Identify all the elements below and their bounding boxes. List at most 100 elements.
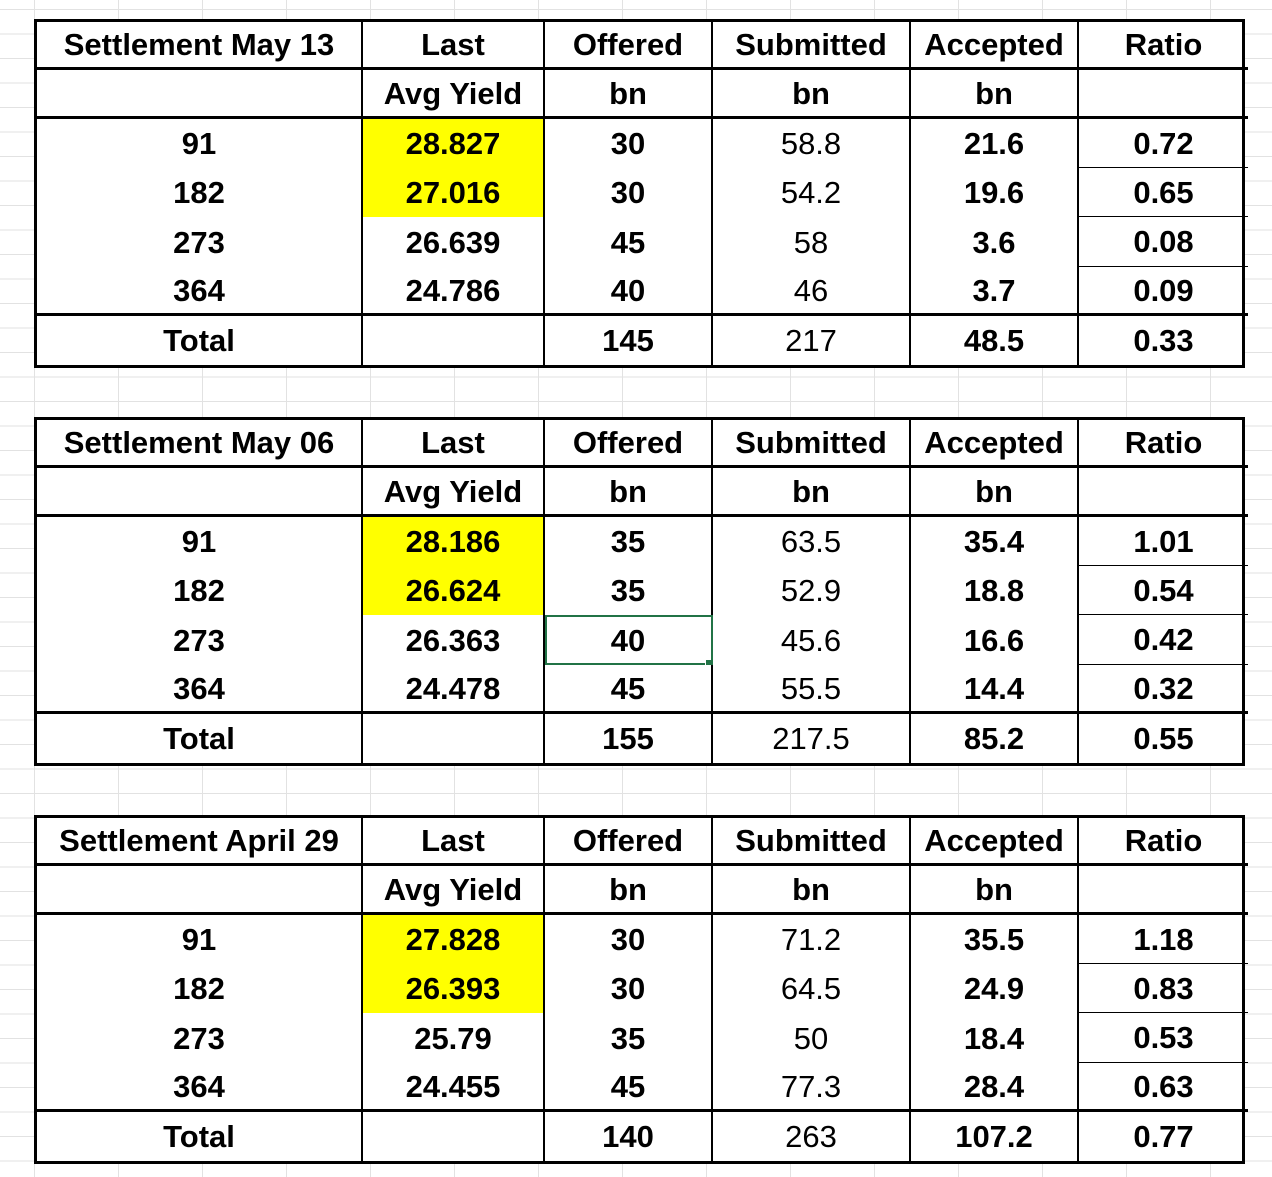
term-cell[interactable]: 273	[37, 1013, 363, 1063]
total-yield-cell[interactable]	[363, 316, 545, 365]
accepted-cell[interactable]: 35.5	[911, 915, 1079, 964]
ratio-cell[interactable]: 1.18	[1079, 915, 1248, 964]
submitted-cell[interactable]: 46	[713, 267, 911, 316]
total-label-cell[interactable]: Total	[37, 1112, 363, 1161]
header-ratio-unit[interactable]	[1079, 70, 1248, 119]
ratio-cell[interactable]: 0.63	[1079, 1063, 1248, 1112]
offered-cell[interactable]: 35	[545, 1013, 713, 1063]
header-avg-yield[interactable]: Avg Yield	[363, 70, 545, 119]
ratio-cell[interactable]: 0.42	[1079, 615, 1248, 665]
term-cell[interactable]: 364	[37, 1063, 363, 1112]
header-offered[interactable]: Offered	[545, 818, 713, 866]
ratio-cell[interactable]: 1.01	[1079, 517, 1248, 566]
term-cell[interactable]: 364	[37, 267, 363, 316]
header-accepted-unit[interactable]: bn	[911, 866, 1079, 915]
header-offered-unit[interactable]: bn	[545, 866, 713, 915]
table-title-cell[interactable]: Settlement April 29	[37, 818, 363, 866]
header-avg-yield[interactable]: Avg Yield	[363, 866, 545, 915]
yield-cell[interactable]: 26.624	[363, 566, 545, 615]
header-offered[interactable]: Offered	[545, 420, 713, 468]
offered-cell[interactable]: 30	[545, 119, 713, 168]
header-avg-yield[interactable]: Avg Yield	[363, 468, 545, 517]
header-submitted-unit[interactable]: bn	[713, 70, 911, 119]
submitted-cell[interactable]: 58	[713, 217, 911, 267]
offered-cell[interactable]: 45	[545, 665, 713, 714]
header-submitted[interactable]: Submitted	[713, 22, 911, 70]
ratio-cell[interactable]: 0.53	[1079, 1013, 1248, 1063]
total-offered-cell[interactable]: 155	[545, 714, 713, 763]
header-last[interactable]: Last	[363, 22, 545, 70]
ratio-cell[interactable]: 0.83	[1079, 964, 1248, 1013]
header-ratio[interactable]: Ratio	[1079, 420, 1248, 468]
empty-cell[interactable]	[37, 468, 363, 517]
header-offered[interactable]: Offered	[545, 22, 713, 70]
submitted-cell[interactable]: 55.5	[713, 665, 911, 714]
header-submitted[interactable]: Submitted	[713, 818, 911, 866]
table-title-cell[interactable]: Settlement May 06	[37, 420, 363, 468]
offered-cell[interactable]: 45	[545, 217, 713, 267]
total-accepted-cell[interactable]: 107.2	[911, 1112, 1079, 1161]
yield-cell[interactable]: 24.786	[363, 267, 545, 316]
accepted-cell[interactable]: 21.6	[911, 119, 1079, 168]
accepted-cell[interactable]: 35.4	[911, 517, 1079, 566]
header-ratio[interactable]: Ratio	[1079, 818, 1248, 866]
term-cell[interactable]: 91	[37, 915, 363, 964]
submitted-cell[interactable]: 54.2	[713, 168, 911, 217]
empty-cell[interactable]	[37, 70, 363, 119]
term-cell[interactable]: 182	[37, 168, 363, 217]
header-offered-unit[interactable]: bn	[545, 70, 713, 119]
header-accepted[interactable]: Accepted	[911, 420, 1079, 468]
total-accepted-cell[interactable]: 85.2	[911, 714, 1079, 763]
yield-cell[interactable]: 26.639	[363, 217, 545, 267]
offered-cell[interactable]: 45	[545, 1063, 713, 1112]
yield-cell[interactable]: 24.455	[363, 1063, 545, 1112]
yield-cell[interactable]: 26.393	[363, 964, 545, 1013]
yield-cell[interactable]: 24.478	[363, 665, 545, 714]
offered-cell[interactable]: 30	[545, 915, 713, 964]
header-offered-unit[interactable]: bn	[545, 468, 713, 517]
term-cell[interactable]: 273	[37, 217, 363, 267]
offered-cell[interactable]: 35	[545, 517, 713, 566]
header-last[interactable]: Last	[363, 420, 545, 468]
header-ratio-unit[interactable]	[1079, 468, 1248, 517]
total-ratio-cell[interactable]: 0.55	[1133, 721, 1194, 756]
total-submitted-cell[interactable]: 217.5	[713, 714, 911, 763]
accepted-cell[interactable]: 3.6	[911, 217, 1079, 267]
header-last[interactable]: Last	[363, 818, 545, 866]
header-submitted-unit[interactable]: bn	[713, 468, 911, 517]
total-yield-cell[interactable]	[363, 714, 545, 763]
total-offered-cell[interactable]: 140	[545, 1112, 713, 1161]
offered-cell[interactable]: 30	[545, 964, 713, 1013]
header-submitted[interactable]: Submitted	[713, 420, 911, 468]
submitted-cell[interactable]: 45.6	[713, 615, 911, 665]
accepted-cell[interactable]: 18.8	[911, 566, 1079, 615]
term-cell[interactable]: 182	[37, 964, 363, 1013]
header-accepted[interactable]: Accepted	[911, 22, 1079, 70]
yield-cell[interactable]: 25.79	[363, 1013, 545, 1063]
offered-cell[interactable]: 35	[545, 566, 713, 615]
accepted-cell[interactable]: 28.4	[911, 1063, 1079, 1112]
term-cell[interactable]: 182	[37, 566, 363, 615]
offered-cell[interactable]: 30	[545, 168, 713, 217]
ratio-cell[interactable]: 0.72	[1079, 119, 1248, 168]
ratio-cell[interactable]: 0.32	[1079, 665, 1248, 714]
submitted-cell[interactable]: 52.9	[713, 566, 911, 615]
term-cell[interactable]: 91	[37, 119, 363, 168]
term-cell[interactable]: 273	[37, 615, 363, 665]
total-offered-cell[interactable]: 145	[545, 316, 713, 365]
yield-cell[interactable]: 28.186	[363, 517, 545, 566]
yield-cell[interactable]: 26.363	[363, 615, 545, 665]
table-title-cell[interactable]: Settlement May 13	[37, 22, 363, 70]
header-accepted-unit[interactable]: bn	[911, 70, 1079, 119]
term-cell[interactable]: 364	[37, 665, 363, 714]
ratio-cell[interactable]: 0.54	[1079, 566, 1248, 615]
total-label-cell[interactable]: Total	[37, 316, 363, 365]
submitted-cell[interactable]: 77.3	[713, 1063, 911, 1112]
header-submitted-unit[interactable]: bn	[713, 866, 911, 915]
submitted-cell[interactable]: 71.2	[713, 915, 911, 964]
yield-cell[interactable]: 28.827	[363, 119, 545, 168]
yield-cell[interactable]: 27.828	[363, 915, 545, 964]
ratio-cell[interactable]: 0.09	[1079, 267, 1248, 316]
total-yield-cell[interactable]	[363, 1112, 545, 1161]
total-accepted-cell[interactable]: 48.5	[911, 316, 1079, 365]
